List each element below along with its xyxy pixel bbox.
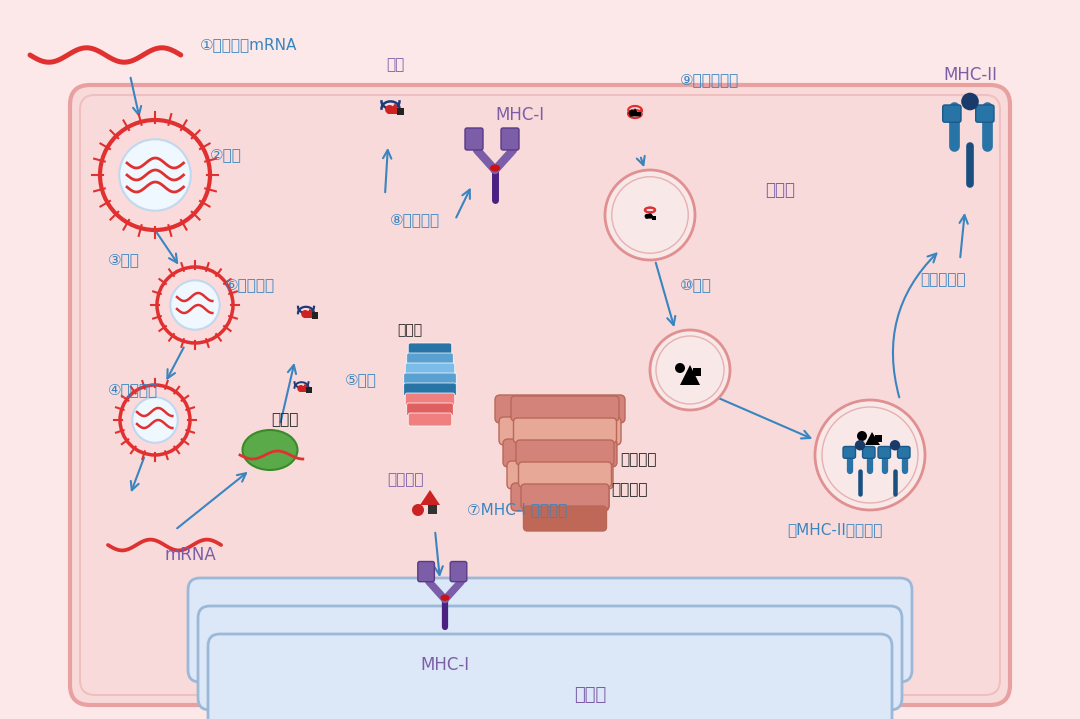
FancyBboxPatch shape <box>408 343 451 356</box>
Polygon shape <box>630 109 640 116</box>
Text: ⑫表位提呈: ⑫表位提呈 <box>920 273 966 288</box>
FancyBboxPatch shape <box>188 578 912 682</box>
FancyBboxPatch shape <box>198 606 902 710</box>
Ellipse shape <box>490 165 500 172</box>
FancyBboxPatch shape <box>521 484 609 509</box>
Circle shape <box>386 105 394 114</box>
Circle shape <box>171 280 219 330</box>
FancyBboxPatch shape <box>943 105 961 122</box>
Bar <box>428 505 437 514</box>
FancyBboxPatch shape <box>897 446 910 458</box>
Text: ③胞吞: ③胞吞 <box>108 252 140 267</box>
FancyBboxPatch shape <box>499 417 621 445</box>
Bar <box>312 312 318 319</box>
FancyBboxPatch shape <box>404 383 456 396</box>
Circle shape <box>890 440 901 450</box>
Polygon shape <box>388 104 402 114</box>
Circle shape <box>132 398 178 443</box>
FancyBboxPatch shape <box>975 105 994 122</box>
FancyBboxPatch shape <box>208 634 892 719</box>
Text: 高尔基体: 高尔基体 <box>620 452 657 467</box>
FancyBboxPatch shape <box>511 483 609 511</box>
FancyBboxPatch shape <box>524 506 607 531</box>
Text: ⑦MHC-I 表位加工: ⑦MHC-I 表位加工 <box>467 503 567 518</box>
Text: MHC-II: MHC-II <box>943 66 997 84</box>
FancyBboxPatch shape <box>507 461 613 489</box>
Circle shape <box>650 330 730 410</box>
FancyBboxPatch shape <box>501 128 519 150</box>
FancyBboxPatch shape <box>516 440 615 465</box>
Circle shape <box>297 385 305 392</box>
Bar <box>307 387 312 393</box>
FancyBboxPatch shape <box>511 396 619 421</box>
FancyBboxPatch shape <box>513 418 617 443</box>
Polygon shape <box>303 308 316 318</box>
Text: ⑨外源性蛋白: ⑨外源性蛋白 <box>680 73 739 88</box>
FancyBboxPatch shape <box>408 413 451 426</box>
Circle shape <box>605 170 696 260</box>
Text: ①体外转录mRNA: ①体外转录mRNA <box>200 37 297 52</box>
Polygon shape <box>865 432 880 445</box>
Ellipse shape <box>441 595 449 601</box>
Bar <box>396 108 404 115</box>
FancyBboxPatch shape <box>70 85 1010 705</box>
FancyBboxPatch shape <box>405 393 455 406</box>
FancyBboxPatch shape <box>843 446 855 458</box>
FancyBboxPatch shape <box>407 403 454 416</box>
Circle shape <box>961 93 978 110</box>
Text: 高尔基体: 高尔基体 <box>611 482 648 498</box>
Text: 蛋白酶体: 蛋白酶体 <box>387 472 423 487</box>
Circle shape <box>301 310 309 318</box>
Circle shape <box>157 267 233 343</box>
Bar <box>636 111 642 116</box>
FancyBboxPatch shape <box>495 395 625 423</box>
FancyBboxPatch shape <box>863 446 875 458</box>
Text: ⑥蛋白释放: ⑥蛋白释放 <box>225 278 275 293</box>
FancyBboxPatch shape <box>878 446 891 458</box>
Text: ⑤翻译: ⑤翻译 <box>345 372 377 388</box>
FancyBboxPatch shape <box>404 373 456 386</box>
Circle shape <box>411 504 424 516</box>
Circle shape <box>675 363 685 373</box>
Text: ⑩胞吞: ⑩胞吞 <box>680 278 712 293</box>
Circle shape <box>858 431 867 441</box>
FancyBboxPatch shape <box>418 562 434 582</box>
Circle shape <box>100 120 210 230</box>
Text: ⑧表位提呈: ⑧表位提呈 <box>390 213 441 227</box>
Text: 核糖体: 核糖体 <box>397 323 422 337</box>
Text: 内质网: 内质网 <box>573 686 606 704</box>
Polygon shape <box>680 365 700 385</box>
FancyBboxPatch shape <box>450 562 467 582</box>
FancyBboxPatch shape <box>518 462 611 487</box>
Polygon shape <box>645 211 654 219</box>
Text: 蛋白: 蛋白 <box>386 58 404 73</box>
Text: ④内体逃逸: ④内体逃逸 <box>108 383 158 398</box>
FancyBboxPatch shape <box>465 128 483 150</box>
Text: mRNA: mRNA <box>165 546 217 564</box>
Circle shape <box>629 110 635 116</box>
Bar <box>693 368 701 376</box>
Text: ②转染: ②转染 <box>210 147 242 162</box>
Circle shape <box>120 385 190 455</box>
Text: MHC-Ⅰ: MHC-Ⅰ <box>420 656 470 674</box>
Circle shape <box>645 214 649 219</box>
FancyBboxPatch shape <box>407 353 454 366</box>
Polygon shape <box>299 384 311 392</box>
Text: 细胞液: 细胞液 <box>765 181 795 199</box>
Bar <box>652 216 656 221</box>
Text: ⑪MHC-II表位加工: ⑪MHC-II表位加工 <box>787 523 882 538</box>
Polygon shape <box>420 490 440 505</box>
Ellipse shape <box>243 430 297 470</box>
Bar <box>875 435 882 442</box>
Circle shape <box>119 139 191 211</box>
Text: MHC-I: MHC-I <box>496 106 544 124</box>
Circle shape <box>854 440 865 450</box>
Circle shape <box>815 400 924 510</box>
FancyBboxPatch shape <box>503 439 617 467</box>
Text: 核糖体: 核糖体 <box>271 413 299 428</box>
FancyBboxPatch shape <box>405 363 455 376</box>
